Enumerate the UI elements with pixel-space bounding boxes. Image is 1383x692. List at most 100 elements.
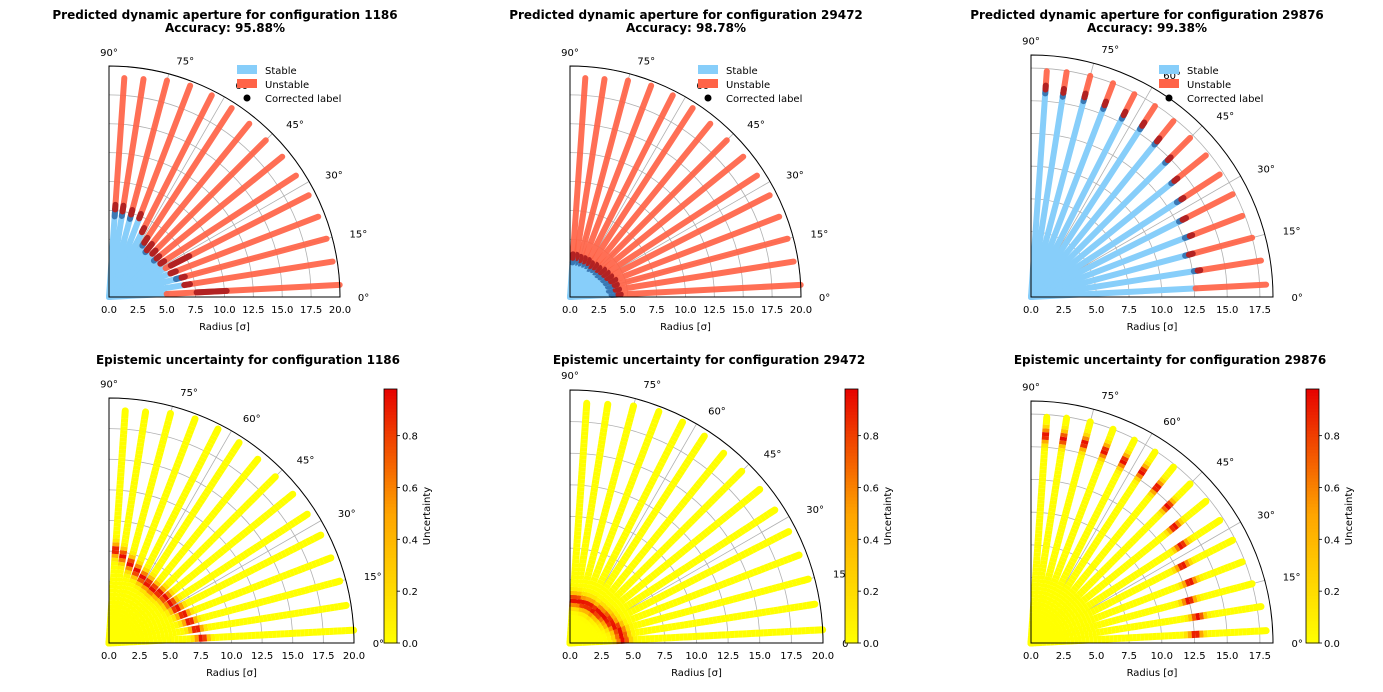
colorbar-band (845, 411, 858, 415)
uncertainty-segment (605, 590, 614, 598)
uncertainty-segment (1073, 567, 1082, 575)
legend-label-corrected: Corrected label (1187, 94, 1263, 105)
uncertainty-segment (178, 548, 187, 557)
uncertainty-segment (1210, 590, 1217, 598)
unstable-segment (157, 172, 299, 267)
radial-tick-label: 12.5 (1183, 651, 1205, 662)
legend-swatch-stable (237, 65, 257, 74)
uncertainty-segment (1102, 523, 1111, 531)
uncertainty-segment (694, 589, 702, 598)
uncertainty-segment (630, 471, 639, 479)
uncertainty-segment (156, 605, 164, 614)
uncertainty-segment (626, 629, 632, 638)
uncertainty-segment (602, 633, 608, 642)
colorbar-band (1306, 401, 1319, 406)
uncertainty-segment (281, 571, 288, 580)
ray-15 (105, 407, 129, 647)
uncertainty-segment (596, 609, 604, 617)
radial-tick-label: 0.0 (101, 305, 117, 316)
uncertainty-segment (186, 573, 194, 582)
uncertainty-segment (1100, 566, 1108, 574)
uncertainty-segment (1057, 580, 1066, 588)
uncertainty-segment (622, 630, 628, 639)
uncertainty-segment (192, 504, 201, 512)
uncertainty-segment (127, 595, 136, 602)
colorbar-band (845, 569, 858, 574)
uncertainty-segment (606, 560, 615, 568)
colorbar-band (845, 598, 858, 603)
uncertainty-segment (767, 562, 774, 571)
uncertainty-segment (1054, 596, 1063, 604)
uncertainty-segment (700, 618, 706, 626)
uncertainty-segment (580, 550, 588, 557)
angle-tick-label: 30° (806, 505, 824, 516)
colorbar-band (1306, 427, 1319, 431)
colorbar-band (384, 452, 397, 457)
uncertainty-segment (128, 578, 137, 585)
uncertainty-segment (253, 490, 262, 499)
uncertainty-segment (710, 584, 717, 593)
uncertainty-segment (721, 538, 729, 547)
uncertainty-segment (1212, 568, 1219, 576)
uncertainty-segment (246, 617, 252, 625)
uncertainty-segment (1048, 584, 1057, 591)
uncertainty-segment (1076, 454, 1085, 460)
uncertainty-segment (1177, 581, 1184, 590)
colorbar-band (384, 427, 397, 431)
uncertainty-segment (1145, 562, 1153, 571)
uncertainty-segment (1084, 526, 1093, 534)
uncertainty-segment (637, 602, 645, 611)
uncertainty-segment (147, 574, 156, 582)
colorbar-band (1306, 471, 1319, 476)
uncertainty-segment (1214, 543, 1221, 552)
colorbar-band (1306, 519, 1319, 523)
uncertainty-segment (200, 452, 209, 460)
uncertainty-segment (1177, 517, 1185, 526)
uncertainty-segment (220, 460, 230, 468)
uncertainty-segment (1047, 511, 1056, 517)
uncertainty-segment (1038, 571, 1046, 577)
uncertainty-segment (254, 599, 260, 608)
uncertainty-segment (190, 415, 199, 427)
uncertainty-segment (750, 545, 758, 554)
uncertainty-segment (1041, 602, 1050, 609)
uncertainty-segment (1064, 567, 1073, 574)
uncertainty-segment (227, 576, 235, 585)
uncertainty-segment (1197, 552, 1204, 561)
uncertainty-segment (783, 581, 790, 589)
uncertainty-segment (619, 586, 627, 594)
uncertainty-segment (593, 568, 602, 575)
uncertainty-segment (604, 564, 613, 571)
uncertainty-segment (1061, 513, 1069, 519)
uncertainty-segment (1101, 492, 1110, 500)
uncertainty-segment (1078, 587, 1087, 596)
angle-tick-label: 90° (1022, 382, 1040, 393)
uncertainty-segment (235, 554, 244, 563)
uncertainty-segment (187, 425, 196, 432)
uncertainty-segment (199, 494, 208, 502)
uncertainty-segment (745, 522, 753, 531)
corrected-label-unstable (597, 266, 608, 276)
uncertainty-segment (219, 564, 227, 573)
colorbar-band (384, 509, 397, 514)
uncertainty-segment (785, 604, 791, 613)
uncertainty-segment (273, 594, 280, 603)
uncertainty-segment (220, 524, 228, 532)
uncertainty-segment (623, 568, 632, 576)
uncertainty-segment (143, 540, 151, 548)
uncertainty-segment (1050, 492, 1059, 498)
uncertainty-segment (655, 464, 664, 472)
uncertainty-segment (1167, 585, 1174, 594)
uncertainty-segment (1042, 545, 1050, 550)
uncertainty-segment (171, 509, 180, 517)
uncertainty-segment (153, 579, 162, 588)
uncertainty-segment (1135, 597, 1142, 606)
uncertainty-segment (1200, 550, 1208, 559)
uncertainty-segment (1049, 500, 1058, 505)
uncertainty-segment (250, 600, 257, 609)
uncertainty-segment (644, 599, 652, 608)
uncertainty-segment (315, 582, 322, 591)
uncertainty-segment (616, 452, 625, 459)
uncertainty-segment (1195, 529, 1203, 538)
